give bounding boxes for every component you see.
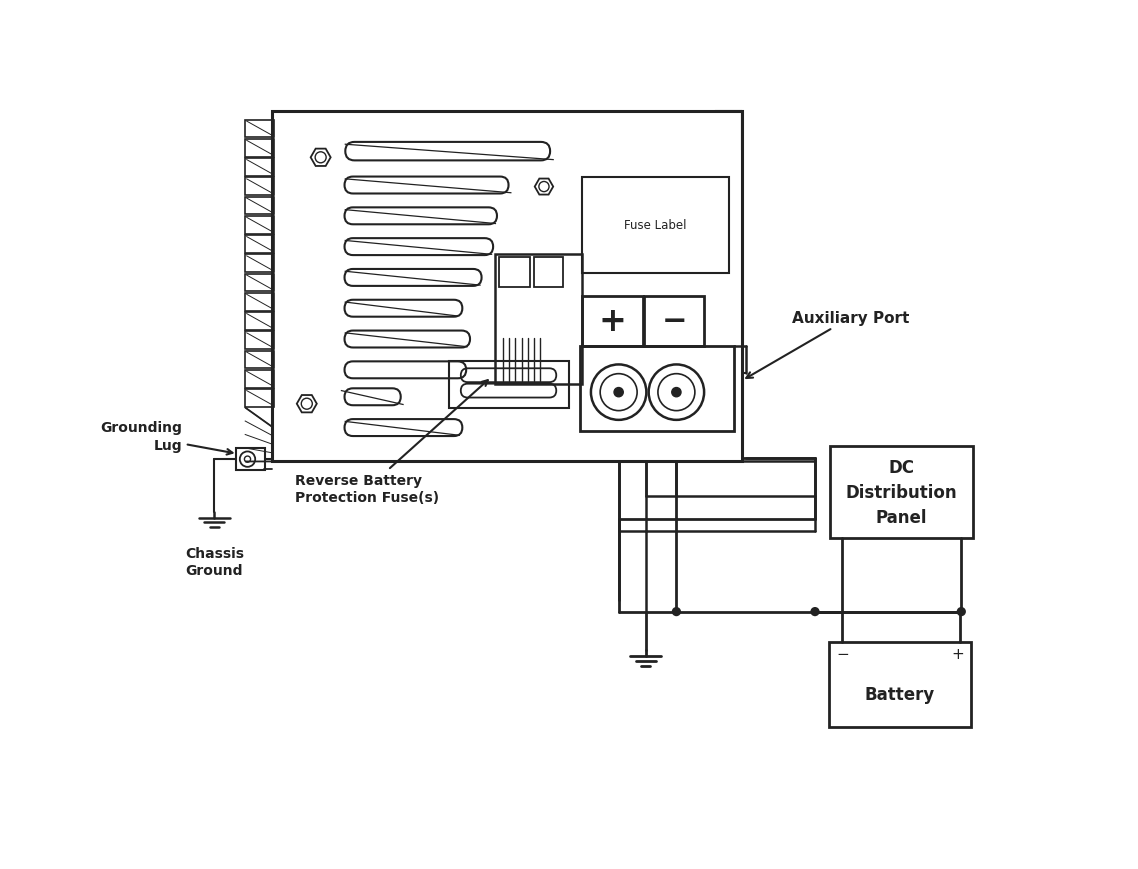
Bar: [580, 347, 734, 431]
Bar: [245, 121, 274, 138]
Bar: [644, 296, 704, 347]
Bar: [245, 275, 274, 292]
Bar: [245, 255, 274, 273]
Text: Auxiliary Port: Auxiliary Port: [747, 310, 909, 379]
Bar: [245, 235, 274, 254]
Circle shape: [957, 607, 966, 616]
Text: Fuse Label: Fuse Label: [625, 219, 687, 232]
Text: DC
Distribution
Panel: DC Distribution Panel: [846, 459, 957, 527]
Bar: [245, 313, 274, 330]
Text: +: +: [951, 646, 964, 661]
Bar: [245, 370, 274, 388]
Bar: [583, 177, 728, 274]
Bar: [245, 159, 274, 176]
Bar: [495, 255, 582, 385]
Text: +: +: [599, 305, 626, 338]
Bar: [245, 332, 274, 349]
Circle shape: [671, 388, 681, 397]
Circle shape: [671, 607, 681, 616]
Bar: [245, 351, 274, 368]
Bar: [272, 112, 742, 462]
Bar: [500, 258, 530, 288]
Bar: [236, 449, 265, 470]
Text: −: −: [661, 307, 687, 336]
Bar: [828, 643, 972, 727]
Bar: [245, 140, 274, 157]
Bar: [831, 447, 973, 539]
Circle shape: [615, 388, 624, 397]
Bar: [245, 178, 274, 196]
Text: Chassis
Ground: Chassis Ground: [184, 547, 244, 578]
Circle shape: [810, 607, 819, 616]
Bar: [245, 294, 274, 311]
Bar: [245, 216, 274, 235]
Bar: [450, 362, 569, 408]
Text: Reverse Battery
Protection Fuse(s): Reverse Battery Protection Fuse(s): [295, 381, 488, 505]
Bar: [534, 258, 563, 288]
Bar: [245, 197, 274, 215]
Text: Grounding
Lug: Grounding Lug: [100, 421, 232, 455]
Bar: [245, 389, 274, 408]
Bar: [583, 296, 643, 347]
Text: −: −: [836, 646, 849, 661]
Text: Battery: Battery: [865, 685, 935, 703]
